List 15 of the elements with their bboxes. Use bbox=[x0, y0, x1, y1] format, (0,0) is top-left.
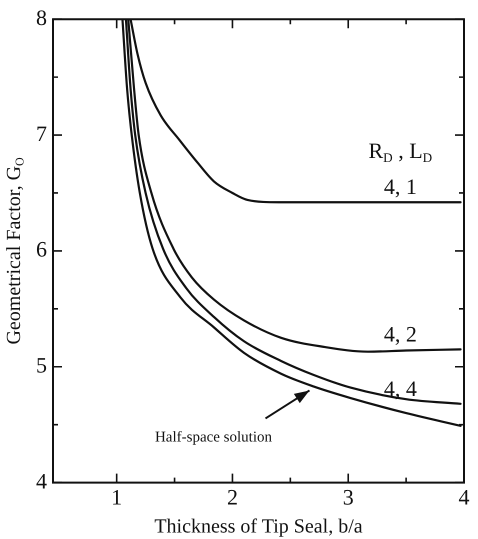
series-label: 4, 4 bbox=[384, 376, 417, 401]
x-tick-label: 2 bbox=[226, 484, 238, 510]
x-tick-label: 4 bbox=[458, 484, 470, 510]
y-tick-label: 4 bbox=[36, 468, 47, 494]
x-tick-label: 1 bbox=[111, 484, 122, 510]
y-tick-label: 6 bbox=[36, 236, 47, 262]
annotation: Half-space solution bbox=[154, 429, 273, 446]
y-tick-label: 7 bbox=[36, 120, 47, 146]
y-tick-label: 8 bbox=[36, 4, 47, 30]
x-axis-title: Thickness of Tip Seal, b/a bbox=[154, 515, 363, 538]
y-axis-title: Geometrical Factor, GO bbox=[3, 156, 27, 345]
y-tick-label: 5 bbox=[36, 352, 47, 378]
legend-label: 4, 1 bbox=[384, 174, 417, 200]
series-label: 4, 2 bbox=[384, 321, 417, 346]
x-tick-label: 3 bbox=[342, 484, 354, 510]
